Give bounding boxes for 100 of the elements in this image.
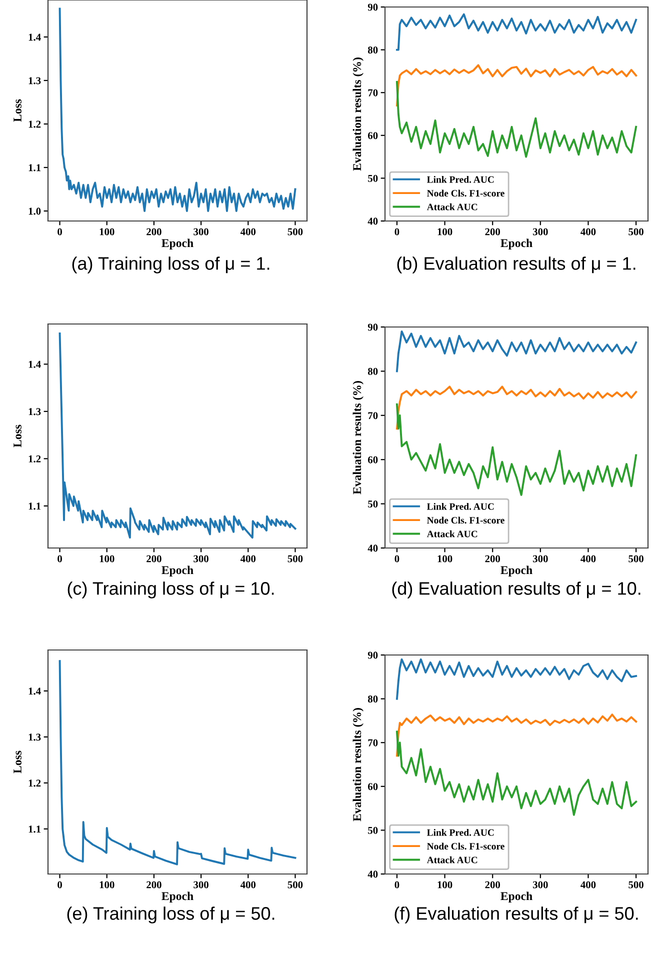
legend-label: Node Cls. F1-score	[426, 190, 504, 197]
x-tick-label: 0	[394, 555, 400, 562]
x-tick-label: 0	[58, 555, 62, 562]
legend-label: Node Cls. F1-score	[426, 842, 504, 850]
x-tick-label: 300	[194, 555, 208, 562]
y-tick-label: 1.1	[28, 164, 41, 172]
y-tick-label: 1.0	[28, 208, 41, 215]
line-series	[58, 8, 296, 212]
line-series	[396, 714, 638, 757]
y-tick-label: 60	[368, 132, 378, 140]
y-tick-label: 80	[368, 46, 378, 54]
y-axis-title: Evaluation results (%)	[352, 58, 364, 171]
x-tick-label: 400	[580, 228, 596, 236]
x-axis-title: Epoch	[162, 892, 194, 902]
x-tick-label: 100	[438, 555, 452, 562]
y-axis-title: Loss	[14, 99, 22, 122]
y-axis-title: Loss	[14, 750, 22, 774]
x-axis-title: Epoch	[162, 238, 194, 250]
legend-label: Link Pred. AUC	[426, 502, 494, 510]
line-series	[396, 658, 638, 700]
y-tick-label: 1.3	[28, 734, 41, 741]
y-tick-label: 90	[368, 324, 378, 331]
x-tick-label: 400	[580, 555, 596, 562]
x-tick-label: 300	[532, 555, 548, 562]
legend-label: Attack AUC	[426, 856, 478, 864]
y-axis-title: Evaluation results (%)	[352, 708, 364, 822]
legend-label: Node Cls. F1-score	[426, 516, 504, 524]
x-tick-label: 200	[485, 228, 500, 236]
x-tick-label: 300	[532, 881, 548, 888]
x-tick-label: 200	[146, 881, 162, 888]
y-tick-label: 1.1	[28, 502, 41, 510]
y-tick-label: 90	[368, 652, 378, 659]
x-tick-label: 0	[58, 228, 62, 236]
y-tick-label: 50	[368, 500, 378, 508]
y-tick-label: 70	[368, 89, 378, 96]
y-tick-label: 1.2	[28, 120, 41, 128]
x-tick-label: 500	[288, 555, 303, 562]
y-tick-label: 40	[368, 218, 378, 225]
line-series	[396, 80, 638, 158]
x-tick-label: 300	[532, 228, 548, 236]
text: (f) Evaluation results of μ = 50.	[394, 906, 638, 924]
legend-label: Link Pred. AUC	[426, 176, 494, 183]
x-tick-label: 500	[628, 555, 644, 562]
y-tick-label: 1.2	[28, 780, 41, 787]
line-series	[58, 660, 296, 866]
line-series	[396, 330, 638, 372]
legend-label: Attack AUC	[426, 530, 478, 538]
y-tick-label: 50	[368, 826, 378, 834]
y-tick-label: 40	[368, 870, 378, 878]
x-tick-label: 500	[288, 881, 303, 888]
line-series	[396, 13, 638, 51]
x-tick-label: 500	[288, 228, 303, 236]
y-tick-label: 80	[368, 695, 378, 703]
y-tick-label: 90	[368, 4, 378, 11]
x-tick-label: 400	[240, 881, 256, 888]
x-tick-label: 200	[485, 555, 500, 562]
y-tick-label: 60	[368, 783, 378, 790]
x-tick-label: 300	[194, 228, 208, 236]
x-tick-label: 100	[100, 881, 114, 888]
line-series	[396, 64, 638, 106]
line-series	[396, 730, 638, 816]
text: (a) Training loss of μ = 1.	[72, 256, 270, 274]
line-series	[58, 332, 296, 539]
y-tick-label: 50	[368, 174, 378, 182]
x-axis-title: Epoch	[162, 566, 194, 576]
text: (d) Evaluation results of μ = 10.	[392, 582, 640, 598]
x-tick-label: 400	[240, 228, 256, 236]
y-tick-label: 1.4	[28, 34, 41, 41]
y-tick-label: 1.4	[28, 688, 41, 695]
y-tick-label: 1.3	[28, 408, 41, 416]
x-tick-label: 400	[240, 555, 256, 562]
x-tick-label: 100	[438, 228, 452, 236]
x-tick-label: 0	[58, 881, 62, 888]
line-series	[396, 403, 638, 496]
x-axis-title: Epoch	[500, 566, 532, 576]
y-tick-label: 1.2	[28, 455, 41, 462]
text: (e) Training loss of μ = 50.	[67, 906, 274, 924]
y-tick-label: 1.3	[28, 77, 41, 84]
y-tick-label: 70	[368, 739, 378, 746]
x-tick-label: 200	[485, 881, 500, 888]
x-tick-label: 100	[100, 228, 114, 236]
x-tick-label: 300	[194, 881, 208, 888]
x-axis-title: Epoch	[500, 892, 532, 902]
x-tick-label: 400	[580, 881, 596, 888]
x-tick-label: 200	[146, 555, 162, 562]
line-series	[396, 386, 638, 430]
x-tick-label: 100	[100, 555, 114, 562]
text: (c) Training loss of μ = 10.	[68, 582, 274, 598]
legend-label: Attack AUC	[426, 203, 478, 210]
y-tick-label: 80	[368, 368, 378, 375]
y-axis-title: Loss	[14, 424, 22, 448]
x-tick-label: 200	[146, 228, 162, 236]
x-tick-label: 0	[394, 228, 400, 236]
x-tick-label: 500	[628, 881, 644, 888]
y-tick-label: 1.1	[28, 826, 41, 833]
y-axis-title: Evaluation results (%)	[352, 381, 364, 494]
y-tick-label: 70	[368, 412, 378, 420]
x-axis-title: Epoch	[500, 238, 532, 250]
x-tick-label: 500	[628, 228, 644, 236]
legend-label: Link Pred. AUC	[426, 828, 494, 836]
